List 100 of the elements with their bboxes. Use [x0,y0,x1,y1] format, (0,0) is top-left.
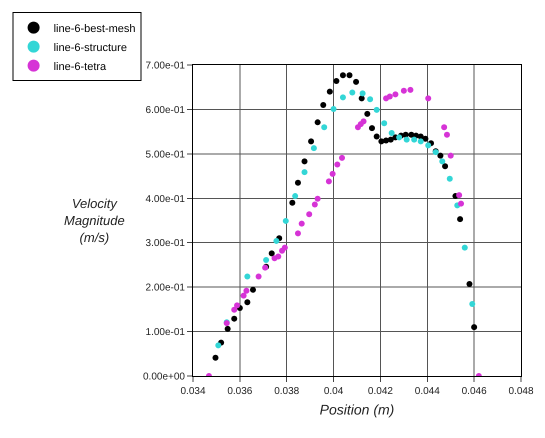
point [334,162,340,168]
point [224,326,231,332]
point [400,88,407,94]
point [444,132,450,138]
point [326,178,332,184]
x-tick-label: 0.048 [508,386,534,397]
y-tick-label: 6.00e-01 [146,104,186,116]
point [292,193,298,200]
point [411,136,418,143]
point [231,306,238,313]
y-tick-label: 0.00e+00 [143,372,186,382]
point [212,354,218,361]
point [330,170,336,177]
point [289,200,296,206]
point [392,91,398,98]
y-axis-title: Velocity Magnitude (m/s) [64,196,125,245]
point [388,136,394,143]
point [314,119,321,126]
point [402,132,409,138]
point [374,106,380,113]
point [215,342,222,348]
point [425,142,432,148]
point [469,301,476,308]
point [386,94,393,100]
point [448,152,454,159]
point [275,253,282,260]
x-tick-label: 0.04 [324,386,344,397]
point [340,94,346,100]
x-tick-label: 0.036 [227,386,253,397]
legend-label: line-6-best-mesh [54,22,136,35]
point [456,192,462,198]
point [273,238,280,244]
legend-label: line-6-tetra [54,60,108,73]
point [326,88,333,95]
point [231,316,238,322]
point [302,158,308,164]
point [383,138,390,144]
y-tick-label: 1.00e-01 [146,327,186,338]
point [418,138,424,144]
point [294,180,301,186]
point [360,118,367,124]
point [250,286,256,293]
x-tick-label: 0.042 [368,386,394,397]
point [256,273,262,280]
point [244,273,250,280]
legend-label: line-6-structure [54,42,127,54]
point [333,78,340,84]
point [425,95,432,102]
y-tick-label: 7.00e-01 [146,60,186,72]
point [360,90,366,96]
point [349,90,356,96]
point [268,250,275,256]
point [381,120,388,126]
point [308,138,314,144]
point [312,202,318,208]
point [298,220,305,227]
y-tick-label: 4.00e-01 [146,194,186,205]
point [302,169,308,176]
y-tick-label: 2.00e-01 [146,282,186,294]
point [320,102,326,108]
point [404,136,410,143]
x-tick-label: 0.034 [180,386,206,397]
point [422,136,428,142]
point [321,124,328,130]
point [439,158,446,164]
point [339,154,346,161]
point [388,130,395,136]
y-tick-label: 5.00e-01 [146,149,186,160]
point [314,196,321,202]
point [437,152,444,159]
point [458,200,464,207]
point [466,281,472,288]
point [240,292,247,299]
point [244,299,250,306]
point [282,244,288,251]
point [471,324,478,330]
point [263,257,270,264]
point [340,72,346,78]
point [457,216,464,222]
point [441,124,448,130]
point [306,211,312,218]
point [330,106,337,112]
point [234,302,240,308]
point [446,176,453,182]
point [353,78,360,85]
point [364,110,370,117]
point [243,288,250,294]
point [282,218,289,224]
y-tick-label: 3.00e-01 [146,238,186,250]
point [346,72,352,78]
point [294,230,301,236]
point [368,125,375,132]
x-tick-label: 0.038 [274,386,300,397]
point [374,134,380,140]
x-axis-title: Position (m) [320,401,394,418]
point [310,145,317,152]
point [462,244,468,251]
point [407,86,414,93]
x-tick-label: 0.046 [462,386,488,397]
x-tick-label: 0.044 [414,386,440,397]
